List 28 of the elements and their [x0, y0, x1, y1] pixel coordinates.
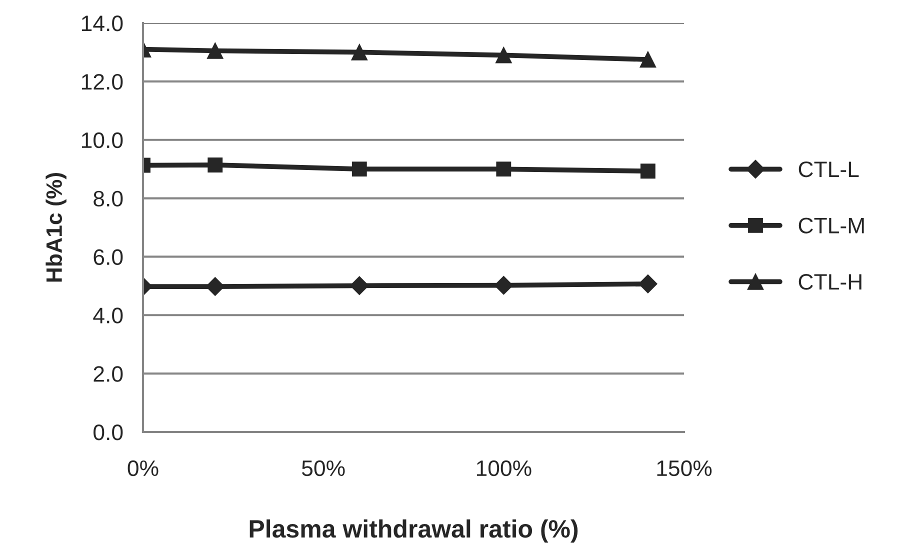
y-tick-label: 4.0	[93, 308, 123, 324]
y-tick-label: 2.0	[94, 366, 123, 382]
point	[350, 276, 369, 295]
y-tick-label: 0.0	[94, 424, 123, 440]
legend-label: CTL-H	[798, 274, 862, 290]
point	[206, 277, 224, 296]
x-tick-label: 100%	[476, 460, 532, 476]
y-tick-label: 12.0	[82, 74, 123, 90]
x-tick-label: 50%	[302, 460, 345, 476]
y-tick-label: 14.0	[82, 16, 123, 32]
x-tick-label: 0%	[128, 460, 158, 476]
point	[352, 162, 367, 177]
y-axis-title: HbA1c (%)	[46, 173, 66, 282]
point	[496, 162, 512, 177]
y-tick-label: 8.0	[94, 190, 123, 207]
y-tick-label: 10.0	[82, 132, 123, 148]
legend-label: CTL-M	[798, 218, 864, 234]
x-tick-label: 150%	[657, 460, 712, 476]
point	[640, 164, 656, 179]
point	[351, 44, 368, 60]
point	[206, 42, 224, 59]
point	[496, 46, 512, 64]
legend-label: CTL-L	[798, 161, 859, 178]
y-tick-label: 6.0	[94, 249, 123, 265]
x-axis-title: Plasma withdrawal ratio (%)	[250, 519, 578, 543]
point	[638, 274, 658, 294]
point	[208, 158, 223, 172]
point	[640, 51, 656, 68]
